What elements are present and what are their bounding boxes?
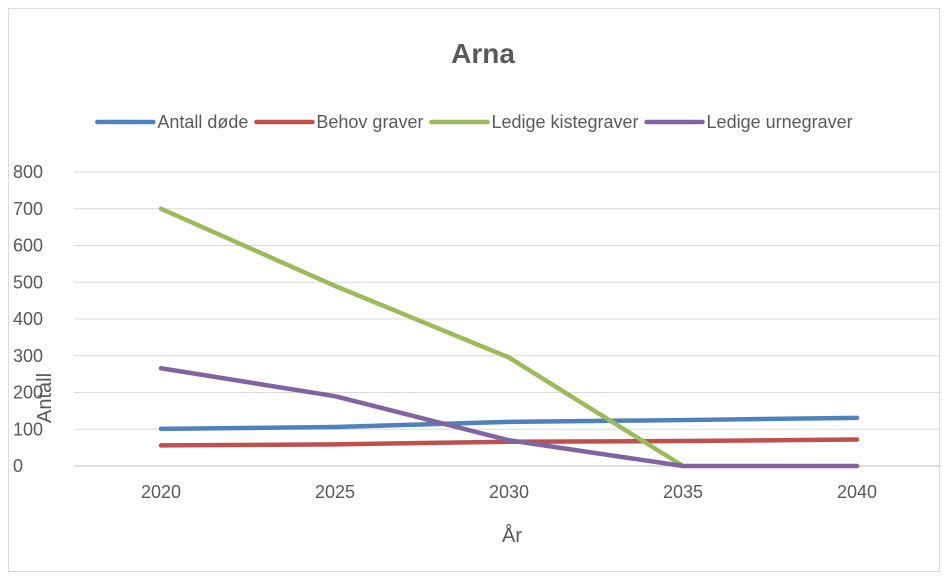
y-tick-label: 600: [13, 236, 43, 256]
legend-label: Ledige urnegraver: [707, 112, 853, 132]
legend: Antall døde Behov graver Ledige kistegrave…: [95, 112, 853, 132]
y-tick-label: 100: [13, 419, 43, 439]
y-tick-label: 400: [13, 309, 43, 329]
series-lines: [158, 206, 860, 469]
line-chart: Arna Antall døde Behov graver Ledige kiste…: [13, 38, 941, 547]
series-line-4: [158, 365, 860, 469]
y-tick-label: 0: [13, 456, 23, 476]
x-tick-label: 2025: [315, 482, 355, 502]
y-tick-label: 500: [13, 272, 43, 292]
x-tick-label: 2020: [141, 482, 181, 502]
y-axis-ticks: 0 100 200 300 400 500 600 700 800: [13, 162, 43, 476]
y-tick-label: 300: [13, 346, 43, 366]
y-tick-label: 200: [13, 383, 43, 403]
legend-label: Ledige kistegraver: [491, 112, 638, 132]
x-tick-label: 2030: [489, 482, 529, 502]
x-tick-label: 2035: [663, 482, 703, 502]
x-tick-label: 2040: [837, 482, 877, 502]
chart-area: Arna Antall døde Behov graver Ledige kiste…: [8, 8, 941, 572]
legend-label: Antall døde: [157, 112, 248, 132]
chart-title: Arna: [451, 38, 515, 69]
y-axis-title: Antall: [34, 373, 56, 423]
legend-label: Behov graver: [316, 112, 423, 132]
series-line-1: [158, 415, 860, 432]
y-tick-label: 700: [13, 199, 43, 219]
x-axis-title: År: [502, 524, 522, 547]
x-axis-ticks: 2020 2025 2030 2035 2040: [141, 482, 877, 502]
y-tick-label: 800: [13, 162, 43, 182]
series-line-3: [158, 206, 686, 469]
